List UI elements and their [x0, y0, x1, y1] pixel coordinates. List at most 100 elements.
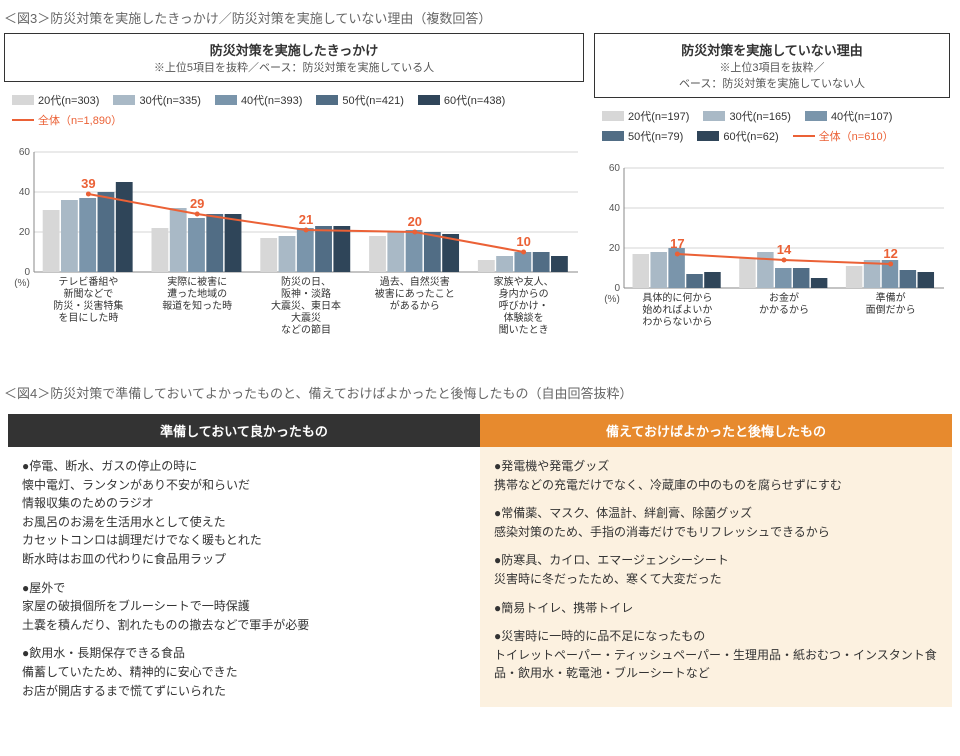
svg-text:20: 20: [408, 214, 422, 229]
legend-label: 60代(n=62): [723, 128, 778, 144]
legend-line-swatch: [793, 135, 815, 137]
svg-text:かかるから: かかるから: [759, 304, 809, 316]
legend-swatch: [697, 131, 719, 141]
group-line: カセットコンロは調理だけでなく暖もとれた: [22, 531, 466, 550]
legend-item: 30代(n=335): [113, 92, 200, 108]
group-line: 感染対策のため、手指の消毒だけでもリフレッシュできるから: [494, 523, 938, 542]
svg-text:39: 39: [81, 176, 95, 191]
fig3-charts-row: 防災対策を実施したきっかけ ※上位5項目を抜粋／ベース：防災対策を実施している人…: [0, 33, 960, 375]
legend-line-label: 全体（n=610）: [819, 128, 894, 144]
legend-swatch: [316, 95, 338, 105]
fig4-right-header: 備えておけばよかったと後悔したもの: [480, 414, 952, 447]
svg-text:家族や友人、: 家族や友人、: [494, 275, 554, 288]
svg-text:聞いたとき: 聞いたとき: [499, 324, 549, 336]
svg-text:実際に被害に: 実際に被害に: [167, 275, 227, 288]
fig3-left-chart: 防災対策を実施したきっかけ ※上位5項目を抜粋／ベース：防災対策を実施している人…: [4, 33, 584, 375]
svg-text:大震災: 大震災: [291, 311, 321, 324]
svg-text:被害にあったこと: 被害にあったこと: [375, 287, 455, 300]
legend-label: 20代(n=303): [38, 92, 99, 108]
svg-text:阪神・淡路: 阪神・淡路: [281, 287, 331, 300]
svg-text:新聞などで: 新聞などで: [63, 287, 113, 300]
group-lead: ●停電、断水、ガスの停止の時に: [22, 457, 466, 476]
legend-label: 30代(n=335): [139, 92, 200, 108]
fig4-left-col: 準備しておいて良かったもの ●停電、断水、ガスの停止の時に懐中電灯、ランタンがあ…: [8, 414, 480, 724]
text-group: ●停電、断水、ガスの停止の時に懐中電灯、ランタンがあり不安が和らいだ情報収集のた…: [22, 457, 466, 569]
group-lead: ●常備薬、マスク、体温計、絆創膏、除菌グッズ: [494, 504, 938, 523]
svg-text:始めればよいか: 始めればよいか: [642, 303, 712, 316]
legend-item: 50代(n=421): [316, 92, 403, 108]
svg-text:(%): (%): [14, 278, 30, 289]
fig3-right-chart: 防災対策を実施していない理由 ※上位3項目を抜粋／ ベース：防災対策を実施してい…: [594, 33, 950, 375]
group-line: 携帯などの充電だけでなく、冷蔵庫の中のものを腐らせずにすむ: [494, 476, 938, 495]
svg-text:体験談を: 体験談を: [504, 311, 544, 324]
svg-text:大震災、東日本: 大震災、東日本: [271, 299, 341, 312]
group-lead: ●災害時に一時的に品不足になったもの: [494, 627, 938, 646]
svg-text:29: 29: [190, 196, 204, 211]
svg-text:14: 14: [777, 242, 792, 257]
fig4-table: 準備しておいて良かったもの ●停電、断水、ガスの停止の時に懐中電灯、ランタンがあ…: [0, 408, 960, 736]
legend-item: 60代(n=438): [418, 92, 505, 108]
fig4-right-body: ●発電機や発電グッズ携帯などの充電だけでなく、冷蔵庫の中のものを腐らせずにすむ●…: [480, 447, 952, 707]
svg-text:呼びかけ・: 呼びかけ・: [499, 300, 549, 312]
text-group: ●飲用水・長期保存できる食品備蓄していたため、精神的に安心できたお店が開店するま…: [22, 644, 466, 700]
fig4-left-header: 準備しておいて良かったもの: [8, 414, 480, 447]
text-group: ●災害時に一時的に品不足になったものトイレットペーパー・ティッシュペーパー・生理…: [494, 627, 938, 683]
fig3-left-header-title: 防災対策を実施したきっかけ: [15, 40, 573, 59]
svg-text:があるから: があるから: [390, 299, 440, 312]
svg-text:わからないから: わからないから: [642, 316, 712, 328]
legend-swatch: [113, 95, 135, 105]
fig3-right-header: 防災対策を実施していない理由 ※上位3項目を抜粋／ ベース：防災対策を実施してい…: [594, 33, 950, 98]
legend-label: 40代(n=393): [241, 92, 302, 108]
group-line: 土嚢を積んだり、割れたものの撤去などで軍手が必要: [22, 616, 466, 635]
group-line: 情報収集のためのラジオ: [22, 494, 466, 513]
svg-text:報道を知った時: 報道を知った時: [162, 299, 232, 312]
svg-text:(%): (%): [604, 294, 620, 305]
legend-item-line: 全体（n=610）: [793, 128, 894, 144]
svg-text:面倒だから: 面倒だから: [866, 304, 916, 316]
legend-swatch: [12, 95, 34, 105]
legend-item-line: 全体（n=1,890）: [12, 112, 122, 128]
group-lead: ●屋外で: [22, 579, 466, 598]
svg-text:過去、自然災害: 過去、自然災害: [380, 275, 450, 288]
svg-text:0: 0: [614, 283, 620, 294]
svg-text:21: 21: [299, 212, 313, 227]
legend-item: 20代(n=197): [602, 108, 689, 124]
legend-swatch: [805, 111, 827, 121]
fig3-left-legend: 20代(n=303) 30代(n=335) 40代(n=393) 50代(n=421)…: [4, 90, 584, 134]
group-line: トイレットペーパー・ティッシュペーパー・生理用品・紙おむつ・インスタント食品・飲…: [494, 646, 938, 683]
svg-text:17: 17: [670, 236, 684, 251]
fig3-left-header-sub: ※上位5項目を抜粋／ベース：防災対策を実施している人: [15, 59, 573, 75]
fig3-left-svg: 0204060(%)39テレビ番組や新聞などで防災・災害特集を目にした時29実際…: [4, 134, 584, 359]
svg-text:準備が: 準備が: [876, 291, 906, 304]
svg-text:20: 20: [19, 227, 31, 238]
legend-swatch: [215, 95, 237, 105]
svg-text:12: 12: [883, 246, 897, 261]
legend-label: 30代(n=165): [729, 108, 790, 124]
fig3-right-header-sub: ※上位3項目を抜粋／ ベース：防災対策を実施していない人: [605, 59, 939, 91]
legend-item: 30代(n=165): [703, 108, 790, 124]
svg-text:を目にした時: を目にした時: [58, 312, 118, 324]
fig4-left-body: ●停電、断水、ガスの停止の時に懐中電灯、ランタンがあり不安が和らいだ情報収集のた…: [8, 447, 480, 724]
legend-label: 50代(n=421): [342, 92, 403, 108]
fig3-right-legend: 20代(n=197)30代(n=165)40代(n=107)50代(n=79)6…: [594, 106, 950, 150]
group-lead: ●簡易トイレ、携帯トイレ: [494, 599, 938, 618]
group-line: 家屋の破損個所をブルーシートで一時保護: [22, 597, 466, 616]
fig4-right-col: 備えておけばよかったと後悔したもの ●発電機や発電グッズ携帯などの充電だけでなく…: [480, 414, 952, 724]
text-group: ●簡易トイレ、携帯トイレ: [494, 599, 938, 618]
svg-text:40: 40: [609, 203, 621, 214]
svg-text:10: 10: [516, 234, 530, 249]
svg-text:20: 20: [609, 243, 621, 254]
fig4-title: ＜図4＞防災対策で準備しておいてよかったものと、備えておけばよかったと後悔したも…: [0, 375, 960, 408]
legend-item: 50代(n=79): [602, 128, 683, 144]
text-group: ●常備薬、マスク、体温計、絆創膏、除菌グッズ感染対策のため、手指の消毒だけでもリ…: [494, 504, 938, 541]
svg-text:テレビ番組や: テレビ番組や: [58, 275, 118, 288]
text-group: ●防寒具、カイロ、エマージェンシーシート災害時に冬だったため、寒くて大変だった: [494, 551, 938, 588]
text-group: ●発電機や発電グッズ携帯などの充電だけでなく、冷蔵庫の中のものを腐らせずにすむ: [494, 457, 938, 494]
svg-text:60: 60: [609, 163, 621, 174]
group-lead: ●発電機や発電グッズ: [494, 457, 938, 476]
svg-text:防災・災害特集: 防災・災害特集: [53, 299, 123, 312]
legend-swatch: [602, 111, 624, 121]
group-lead: ●防寒具、カイロ、エマージェンシーシート: [494, 551, 938, 570]
group-line: 断水時はお皿の代わりに食品用ラップ: [22, 550, 466, 569]
legend-label: 20代(n=197): [628, 108, 689, 124]
